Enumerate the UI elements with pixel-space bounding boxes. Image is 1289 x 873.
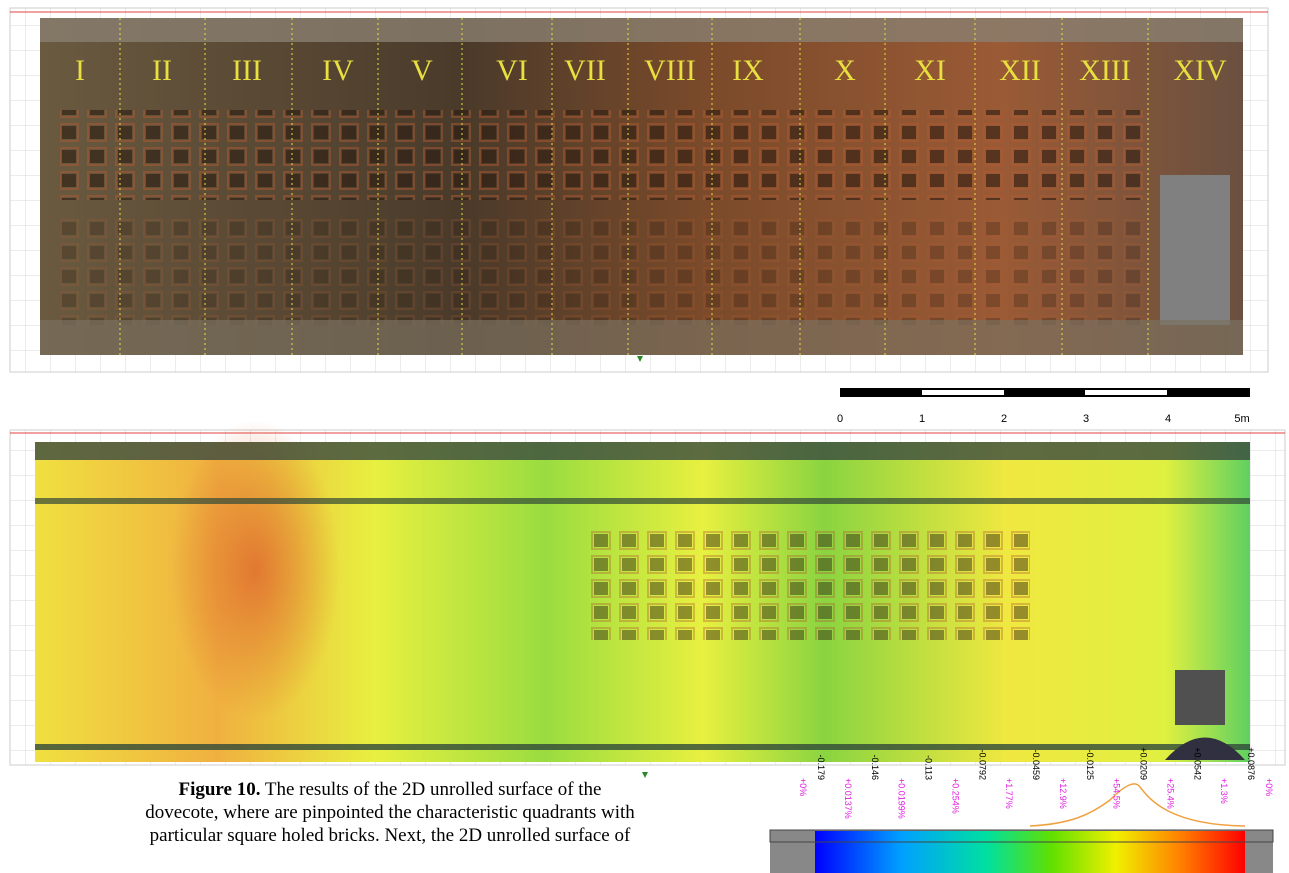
legend-percentage: +1.3% [1219,778,1229,804]
heat-holes [590,530,1030,640]
section-label: I [75,54,85,87]
section-label: XI [914,54,946,87]
legend-percentage: +25.4% [1165,778,1175,809]
legend-value: -0.0125 [1085,749,1095,780]
section-label: IX [732,54,764,87]
legend-value: -0.0459 [1031,749,1041,780]
wall-base [40,320,1243,355]
legend-percentage: +0% [798,778,808,796]
legend-value: +0.0876 [1246,747,1256,780]
caption-line: dovecote, where are pinpointed the chara… [145,802,635,823]
heat-arch [1165,737,1245,760]
caption-text: The results of the 2D unrolled surface o… [260,779,602,800]
section-label: XIII [1079,54,1131,87]
scale-seg [922,390,1004,395]
section-label: VI [496,54,528,87]
caption-line: particular square holed bricks. Next, th… [149,825,631,846]
legend-value: -0.113 [924,755,934,780]
scale-label: 3 [1083,413,1089,425]
scale-label: 4 [1165,413,1171,425]
legend-percentage: +0.0137% [843,778,853,819]
heat-line [35,744,1250,750]
legend-value: -0.179 [816,754,826,780]
wall-top [40,18,1243,42]
section-label: IV [322,54,354,87]
legend-value: +0.0209 [1139,747,1149,780]
scale-bar [840,388,1250,397]
legend-percentage: +54.5% [1112,778,1122,809]
legend-percentage: +12.9% [1058,778,1068,809]
heat-line [35,498,1250,504]
caption-line: Figure 10. The results of the 2D unrolle… [20,778,760,801]
section-label: VIII [644,54,696,87]
section-label: XII [999,54,1041,87]
holes-lower [60,215,1150,325]
legend-value: -0.0792 [977,749,987,780]
door [1160,175,1230,325]
caption-label: Figure 10. [178,779,261,800]
scale-seg [1085,390,1167,395]
caption: Figure 10. The results of the 2D unrolle… [20,778,760,847]
legend-gradient [815,831,1245,873]
scale-label: 2 [1001,413,1007,425]
legend-value: -0.146 [870,754,880,780]
legend-value: +0.0542 [1192,747,1202,780]
section-label: II [152,54,172,87]
section-label: X [834,54,856,87]
marker [637,356,643,362]
scale-label: 5m [1234,413,1249,425]
holes [60,110,1150,200]
histogram-curve [1029,783,1246,827]
legend-border [769,829,1274,843]
heat-top [35,442,1250,460]
scale-label: 0 [837,413,843,425]
section-label: V [411,54,433,87]
scale-label: 1 [919,413,925,425]
heat-door [1175,670,1225,725]
section-label: XIV [1173,54,1227,87]
legend-percentage: +0.0199% [897,778,907,819]
marker [642,772,648,778]
heat-blob [170,420,340,720]
section-label: VII [564,54,606,87]
legend-percentage: +0.254% [950,778,960,814]
legend-percentage: +1.77% [1004,778,1014,809]
section-label: III [232,54,262,87]
legend-percentage: +0% [1264,778,1274,796]
